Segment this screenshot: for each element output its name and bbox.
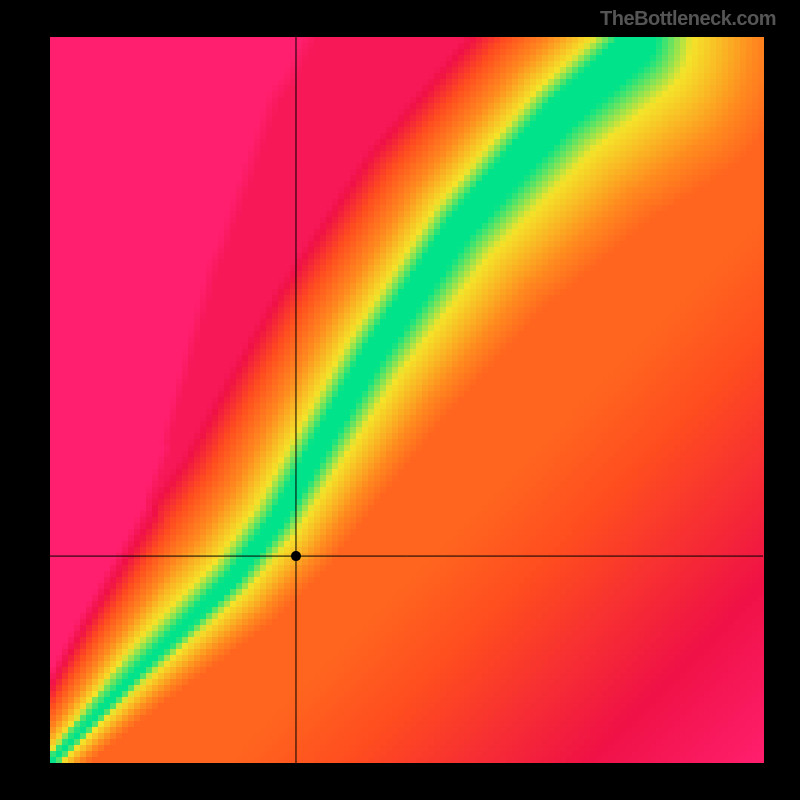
- chart-container: TheBottleneck.com: [0, 0, 800, 800]
- bottleneck-heatmap: [0, 0, 800, 800]
- watermark-text: TheBottleneck.com: [600, 8, 776, 31]
